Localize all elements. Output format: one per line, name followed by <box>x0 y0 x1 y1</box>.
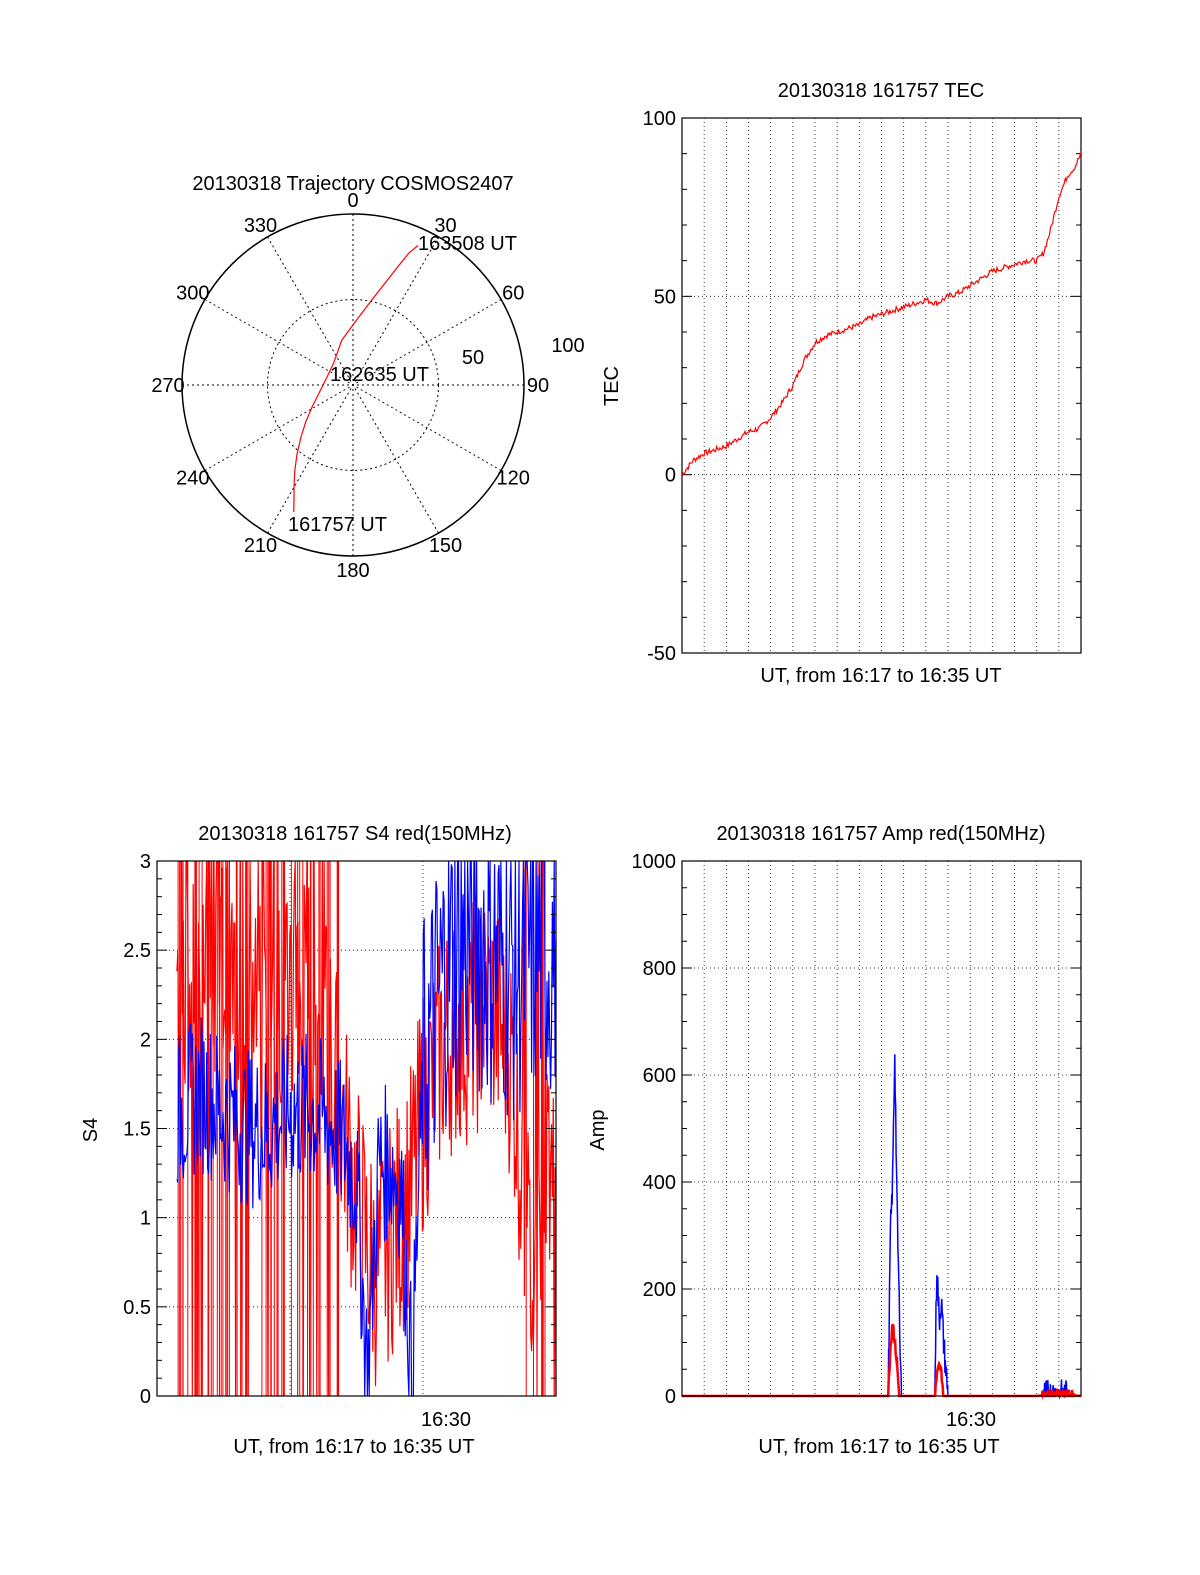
amp-ytick-label: 200 <box>643 1279 676 1301</box>
annotation-mid-time: 162635 UT <box>330 364 429 386</box>
polar-angle-label: 150 <box>429 535 462 557</box>
tec-plot-frame <box>681 117 1082 654</box>
amp-grid <box>682 861 1081 1396</box>
s4-y-ticks: 0 0.5 1 1.5 2 2.5 3 <box>123 851 556 1408</box>
polar-angle-label: 0 <box>347 190 358 212</box>
polar-angle-label: 180 <box>336 560 369 582</box>
polar-panel: 20130318 Trajectory COSMOS2407 0 30 60 90 12… <box>151 173 584 582</box>
s4-ytick-label: 0.5 <box>123 1297 151 1319</box>
amp-y-ticks: 0 200 400 600 800 1000 <box>632 851 1081 1408</box>
polar-angle-label: 90 <box>527 375 549 397</box>
amp-ylabel: Amp <box>587 1109 609 1150</box>
amp-ytick-label: 0 <box>665 1386 676 1408</box>
polar-title: 20130318 Trajectory COSMOS2407 <box>192 173 513 195</box>
s4-ytick-label: 1 <box>140 1208 151 1230</box>
tec-series-line <box>681 151 1082 476</box>
polar-angle-label: 300 <box>176 283 209 305</box>
tec-xlabel: UT, from 16:17 to 16:35 UT <box>760 665 1001 687</box>
polar-angle-label: 330 <box>244 215 277 237</box>
s4-blue-series-line <box>176 860 557 1397</box>
trajectory-line <box>293 245 419 513</box>
polar-radius-label-100: 100 <box>551 335 584 357</box>
s4-ytick-label: 1.5 <box>123 1119 151 1141</box>
tec-title: 20130318 161757 TEC <box>778 80 984 102</box>
amp-ytick-label: 800 <box>643 958 676 980</box>
polar-angle-label: 120 <box>497 468 530 490</box>
s4-xtick-1630: 16:30 <box>421 1409 471 1431</box>
polar-angle-label: 240 <box>176 468 209 490</box>
tec-ytick-label: -50 <box>647 643 676 665</box>
polar-grid <box>181 213 525 557</box>
polar-angle-label: 60 <box>502 283 524 305</box>
polar-angle-label: 270 <box>151 375 184 397</box>
s4-ylabel: S4 <box>80 1118 102 1142</box>
polar-spoke <box>267 236 439 534</box>
tec-ytick-label: 100 <box>643 108 676 130</box>
amp-ytick-label: 1000 <box>632 851 677 873</box>
polar-angle-label: 30 <box>434 215 456 237</box>
annotation-end-time: 163508 UT <box>418 233 517 255</box>
amp-panel: 20130318 161757 Amp red(150MHz) 0 200 400 6… <box>587 823 1082 1458</box>
tec-ytick-label: 50 <box>654 286 676 308</box>
amp-xtick-1630: 16:30 <box>946 1409 996 1431</box>
polar-angle-label: 210 <box>244 535 277 557</box>
polar-radius-label-50: 50 <box>462 347 484 369</box>
amp-ytick-label: 400 <box>643 1172 676 1194</box>
polar-angle-labels: 0 30 60 90 120 150 180 210 240 270 300 330 <box>151 190 549 582</box>
s4-ytick-label: 0 <box>140 1386 151 1408</box>
amp-xlabel: UT, from 16:17 to 16:35 UT <box>758 1436 999 1458</box>
tec-y-ticks: -50 0 50 100 <box>643 108 1081 665</box>
tec-ylabel: TEC <box>601 366 623 406</box>
s4-xlabel: UT, from 16:17 to 16:35 UT <box>233 1436 474 1458</box>
tec-ytick-label: 0 <box>665 465 676 487</box>
s4-panel: 20130318 161757 S4 red(150MHz) 0 0.5 1 1.5 2… <box>80 823 557 1458</box>
s4-ytick-label: 3 <box>140 851 151 873</box>
annotation-start-time: 161757 UT <box>288 514 387 536</box>
tec-grid <box>682 118 1081 653</box>
s4-title: 20130318 161757 S4 red(150MHz) <box>198 823 512 845</box>
amp-title: 20130318 161757 Amp red(150MHz) <box>716 823 1045 845</box>
s4-ytick-label: 2.5 <box>123 940 151 962</box>
tec-panel: 20130318 161757 TEC -50 0 50 100 TEC UT, fr… <box>601 80 1082 687</box>
amp-ytick-label: 600 <box>643 1065 676 1087</box>
s4-ytick-label: 2 <box>140 1029 151 1051</box>
